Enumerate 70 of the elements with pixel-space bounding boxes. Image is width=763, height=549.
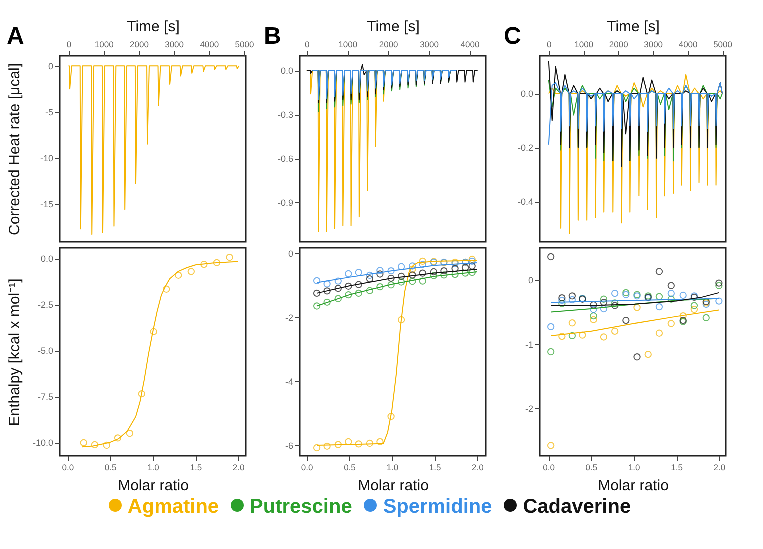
x-tick-label: 2.0 [472,462,484,472]
y-tick-label: -0.6 [278,154,294,164]
x-tick-label: 0.0 [543,462,556,472]
y-tick-label: -0.4 [518,197,534,208]
y-tick-label: 0.0 [40,254,54,264]
x-axis-title: Molar ratio [358,478,429,494]
x-axis-title: Molar ratio [118,478,189,494]
y-tick-label: 0 [288,248,294,259]
x-tick-label: 1.0 [628,462,641,472]
x-tick-label: 3000 [644,40,664,50]
y-tick-label: -0.3 [278,110,294,120]
y-tick-label: -2 [525,404,534,414]
x-axis-title: Time [s] [127,18,180,36]
legend-label: Agmatine [128,496,220,518]
x-axis-title: Time [s] [607,18,660,36]
x-tick-label: 0 [66,40,72,50]
chart-title: B [264,23,282,50]
x-tick-label: 1.0 [148,462,160,472]
y-tick-label: -7.5 [38,392,54,402]
x-tick-label: 1.5 [429,462,442,472]
x-tick-label: 5000 [235,40,254,50]
y-tick-label: -0.9 [278,198,294,208]
y-tick-label: -2.5 [38,300,54,310]
x-tick-label: 0.0 [62,462,74,472]
x-tick-label: 0 [547,40,552,50]
x-tick-label: 4000 [200,40,220,50]
x-tick-label: 4000 [460,40,480,50]
y-tick-label: -6 [285,440,294,451]
y-axis-title: Enthalpy [kcal x mol⁻¹] [6,278,24,426]
x-tick-label: 2.0 [714,462,726,472]
x-tick-label: 2000 [130,40,150,50]
x-tick-label: 1000 [338,40,358,50]
x-tick-label: 1000 [574,40,594,50]
x-tick-label: 2000 [609,40,629,50]
x-tick-label: 3000 [420,40,440,50]
legend-label: Putrescine [250,496,352,518]
y-tick-label: 0.0 [280,66,294,76]
x-tick-label: 3000 [165,40,184,50]
y-tick-label: -2 [285,312,294,323]
y-tick-label: 0 [48,62,54,72]
y-tick-label: -10.0 [32,438,54,448]
y-tick-label: -4 [285,376,294,387]
x-tick-label: 0.0 [301,462,314,472]
x-tick-label: 0.5 [344,462,356,472]
y-tick-label: -5.0 [38,346,54,356]
y-axis-title: Corrected Heat rate [μcal] [6,63,24,236]
y-tick-label: -5 [45,108,54,118]
x-axis-title: Molar ratio [598,478,669,494]
legend-label: Cadaverine [523,496,632,518]
x-tick-label: 0 [305,40,310,50]
y-tick-label: -10 [40,154,54,164]
chart-title: A [7,23,24,50]
y-tick-label: 0.0 [520,89,534,100]
x-tick-label: 2.0 [232,462,245,472]
y-tick-label: -15 [40,200,54,210]
legend-label: Spermidine [383,496,492,518]
x-tick-label: 1.5 [671,462,684,472]
x-tick-label: 4000 [678,40,698,50]
y-tick-label: -1 [525,340,534,350]
x-tick-label: 1.5 [190,462,202,472]
x-axis-title: Time [s] [367,18,420,36]
x-tick-label: 0.5 [586,462,598,472]
chart-title: C [504,23,522,50]
x-tick-label: 2000 [379,40,399,50]
x-tick-label: 0.5 [104,462,118,472]
x-tick-label: 1000 [94,40,114,50]
y-tick-label: 0 [528,276,534,286]
y-tick-label: -0.2 [518,143,534,154]
x-tick-label: 1.0 [386,462,399,472]
x-tick-label: 5000 [714,40,733,50]
